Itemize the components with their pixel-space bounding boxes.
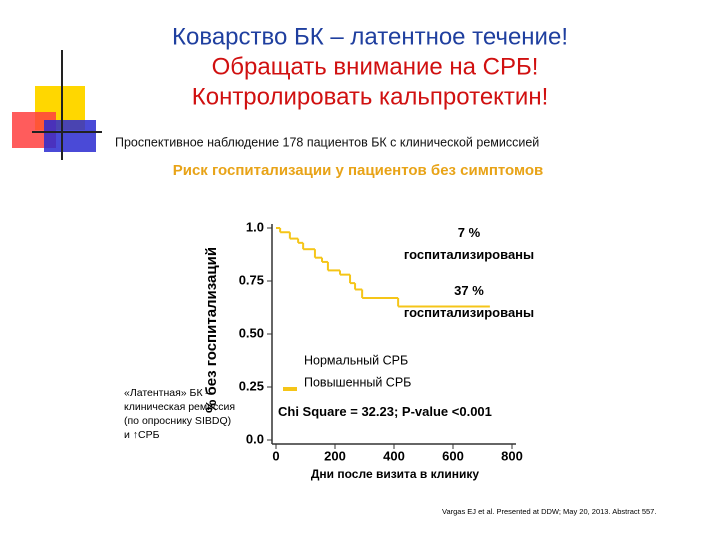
- stat-annotation: Chi Square = 32.23; P-value <0.001: [278, 404, 492, 419]
- x-tick-label: 200: [324, 448, 346, 463]
- y-tick-label: 0.50: [239, 325, 264, 340]
- legend-swatch: [283, 387, 297, 391]
- legend-label: Нормальный СРБ: [304, 353, 408, 367]
- annotation: 7 % госпитализированы: [403, 225, 535, 262]
- x-tick-label: 800: [501, 448, 523, 463]
- title: Контролировать кальпротектин!: [192, 83, 549, 110]
- x-tick-label: 400: [383, 448, 405, 463]
- x-tick-label: 600: [442, 448, 464, 463]
- note: «Латентная» БК – клиническая ремиссия (п…: [124, 387, 236, 441]
- x-axis-label: Дни после визита в клинику: [311, 467, 480, 481]
- citation: Vargas EJ et al. Presented at DDW; May 2…: [442, 507, 657, 516]
- subtitle: Проспективное наблюдение 178 пациентов Б…: [115, 135, 539, 149]
- y-tick-label: 0.25: [239, 378, 264, 393]
- chart-title: Риск госпитализации у пациентов без симп…: [173, 162, 544, 179]
- y-axis-label: % без госпитализаций: [203, 247, 220, 413]
- deco-blue: [44, 120, 96, 152]
- title: Коварство БК – латентное течение!: [172, 23, 568, 50]
- annotation: 37 % госпитализированы: [403, 283, 535, 320]
- y-tick-label: 0.75: [239, 272, 264, 287]
- x-tick-label: 0: [272, 448, 279, 463]
- y-tick-label: 1.0: [246, 219, 264, 234]
- y-tick-label: 0.0: [246, 431, 264, 446]
- title: Обращать внимание на СРБ!: [212, 53, 539, 80]
- legend-label: Повышенный СРБ: [304, 375, 411, 389]
